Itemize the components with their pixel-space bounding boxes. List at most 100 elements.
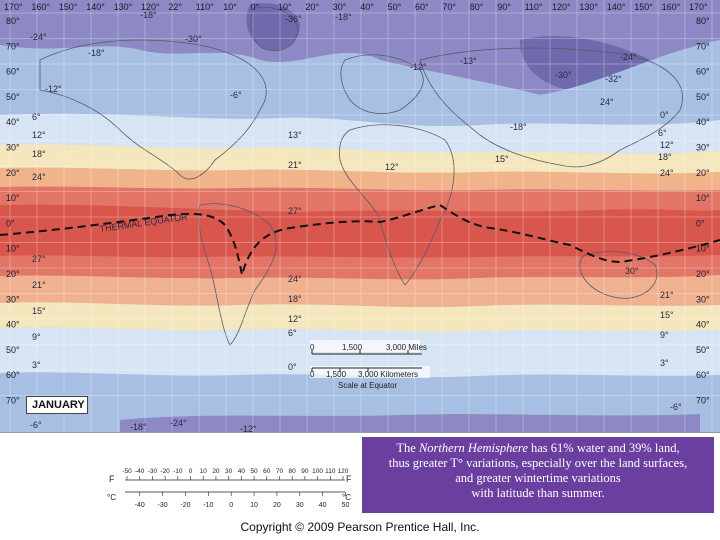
longitude-label: 110° bbox=[196, 2, 214, 12]
isotherm-label: -36° bbox=[285, 14, 302, 24]
isotherm-label: -24° bbox=[30, 32, 47, 42]
latitude-label: 60° bbox=[696, 370, 710, 380]
latitude-label: 30° bbox=[6, 294, 20, 304]
c-tick-label: -10 bbox=[203, 502, 213, 509]
longitude-label: 130° bbox=[114, 2, 133, 12]
scale-bars bbox=[310, 340, 430, 378]
f-tick-label: 30 bbox=[225, 468, 233, 475]
longitude-label: 150° bbox=[634, 2, 653, 12]
f-tick-label: 120 bbox=[338, 468, 349, 475]
isotherm-label: 0° bbox=[288, 362, 297, 372]
caption-line-3: and greater wintertime variations bbox=[455, 471, 621, 485]
caption-line-1-pre: The bbox=[396, 441, 419, 455]
latitude-label: 0° bbox=[696, 218, 705, 228]
isotherm-label: 15° bbox=[660, 310, 674, 320]
latitude-label: 10° bbox=[6, 193, 20, 203]
latitude-label: 40° bbox=[696, 117, 710, 127]
north-america-outline bbox=[39, 39, 267, 180]
isotherm-label: -6° bbox=[230, 90, 242, 100]
f-tick-label: 60 bbox=[263, 468, 271, 475]
latitude-labels-left: 80° 70° 60° 50° 40° 30° 20° 10° 0° 10° 20° 30° 40° 50… bbox=[6, 16, 20, 406]
isotherm-label: 12° bbox=[32, 130, 46, 140]
isotherm-label: 18° bbox=[288, 294, 302, 304]
f-tick-label: 90 bbox=[301, 468, 309, 475]
c-tick-label: 0 bbox=[229, 502, 233, 509]
map-scale: 0 1,500 3,000 Miles 0 1,500 3,000 Kilome… bbox=[300, 338, 450, 390]
latitude-label: 30° bbox=[6, 143, 20, 153]
longitude-label: 40° bbox=[360, 2, 374, 12]
longitude-label: 10° bbox=[278, 2, 292, 12]
c-tick-label: 20 bbox=[273, 502, 281, 509]
f-label-left: F bbox=[109, 474, 115, 484]
isotherm-label: -13° bbox=[460, 56, 477, 66]
longitude-label: 50° bbox=[388, 2, 402, 12]
c-tick-label: -30 bbox=[158, 502, 168, 509]
australia-outline bbox=[579, 251, 658, 299]
longitude-labels: 170° 160° 150° 140° 130° 120° 22° 110° 10° 0° 10° 2… bbox=[4, 2, 708, 12]
band-cool-blue bbox=[0, 40, 720, 127]
isotherm-label: 13° bbox=[288, 130, 302, 140]
c-tick-label: -20 bbox=[180, 502, 190, 509]
scale-km-1500: 1,500 bbox=[326, 370, 347, 379]
isotherm-label: -32° bbox=[605, 74, 622, 84]
f-label-right: F bbox=[346, 474, 352, 484]
latitude-label: 40° bbox=[6, 320, 20, 330]
temperature-conversion-scale: -50 -40 -30 -20 -10 0 10 20 30 40 50 60 70 80 90 100 110… bbox=[105, 462, 355, 512]
longitude-label: 10° bbox=[223, 2, 237, 12]
f-tick-label: -10 bbox=[173, 468, 183, 475]
c-label-left: °C bbox=[107, 493, 116, 502]
isotherm-label: -18° bbox=[335, 12, 352, 22]
latitude-label: 60° bbox=[6, 67, 20, 77]
longitude-label: 80° bbox=[470, 2, 484, 12]
longitude-label: 120° bbox=[552, 2, 571, 12]
latitude-label: 20° bbox=[696, 269, 710, 279]
isotherm-label: 3° bbox=[660, 358, 669, 368]
longitude-label: 70° bbox=[442, 2, 456, 12]
band-warm-orange bbox=[0, 167, 720, 191]
latitude-label: 10° bbox=[696, 193, 710, 203]
south-america-outline bbox=[198, 203, 277, 346]
isotherm-label: 27° bbox=[288, 206, 302, 216]
f-tick-label: -30 bbox=[148, 468, 158, 475]
scale-km-3000: 3,000 Kilometers bbox=[358, 370, 419, 379]
isotherm-label: 3° bbox=[32, 360, 41, 370]
c-tick-label: -40 bbox=[135, 502, 145, 509]
isotherm-label: 24° bbox=[660, 168, 674, 178]
latitude-label: 50° bbox=[696, 345, 710, 355]
scale-bg-miles bbox=[310, 340, 420, 352]
scale-miles-3000: 3,000 Miles bbox=[386, 343, 427, 352]
longitude-label: 160° bbox=[662, 2, 681, 12]
latitude-label: 10° bbox=[696, 244, 710, 254]
caption-line-1-emphasis: Northern Hemisphere bbox=[418, 441, 528, 455]
f-tick-label: 20 bbox=[212, 468, 220, 475]
africa-outline bbox=[339, 124, 455, 286]
latitude-label: 50° bbox=[6, 345, 20, 355]
asia-outline bbox=[419, 47, 683, 168]
latitude-label: 40° bbox=[696, 320, 710, 330]
longitude-label: 0° bbox=[251, 2, 260, 12]
isotherm-label: -6° bbox=[30, 420, 42, 430]
caption-line-1: The Northern Hemisphere has 61% water an… bbox=[368, 441, 708, 456]
isotherm-label: 27° bbox=[32, 254, 46, 264]
isotherm-label: 30° bbox=[625, 266, 639, 276]
latitude-label: 20° bbox=[6, 168, 20, 178]
latitude-label: 0° bbox=[6, 218, 15, 228]
latitude-label: 70° bbox=[696, 396, 710, 406]
latitude-labels-right: 80° 70° 60° 50° 40° 30° 20° 10° 0° 10° 20° 30° 40° 50… bbox=[696, 16, 710, 406]
c-tick-label: 50 bbox=[342, 502, 350, 509]
latitude-label: 70° bbox=[6, 41, 20, 51]
f-ticks: -50 -40 -30 -20 -10 0 10 20 30 40 50 60 70 80 90 100 110… bbox=[122, 468, 349, 480]
isotherm-label: 24° bbox=[600, 97, 614, 107]
latitude-label: 40° bbox=[6, 117, 20, 127]
longitude-label: 140° bbox=[607, 2, 626, 12]
continent-outlines bbox=[39, 6, 683, 346]
isotherm-label: 12° bbox=[288, 314, 302, 324]
caption-line-2: thus greater T° variations, especially o… bbox=[388, 456, 688, 470]
latitude-label: 20° bbox=[6, 269, 20, 279]
isotherm-label: -12° bbox=[240, 424, 257, 432]
isotherm-label: 15° bbox=[495, 154, 509, 164]
longitude-label: 110° bbox=[525, 2, 543, 12]
isotherm-label: -18° bbox=[88, 48, 105, 58]
copyright-footer: Copyright © 2009 Pearson Prentice Hall, … bbox=[240, 520, 480, 534]
isotherm-label: -6° bbox=[670, 402, 682, 412]
